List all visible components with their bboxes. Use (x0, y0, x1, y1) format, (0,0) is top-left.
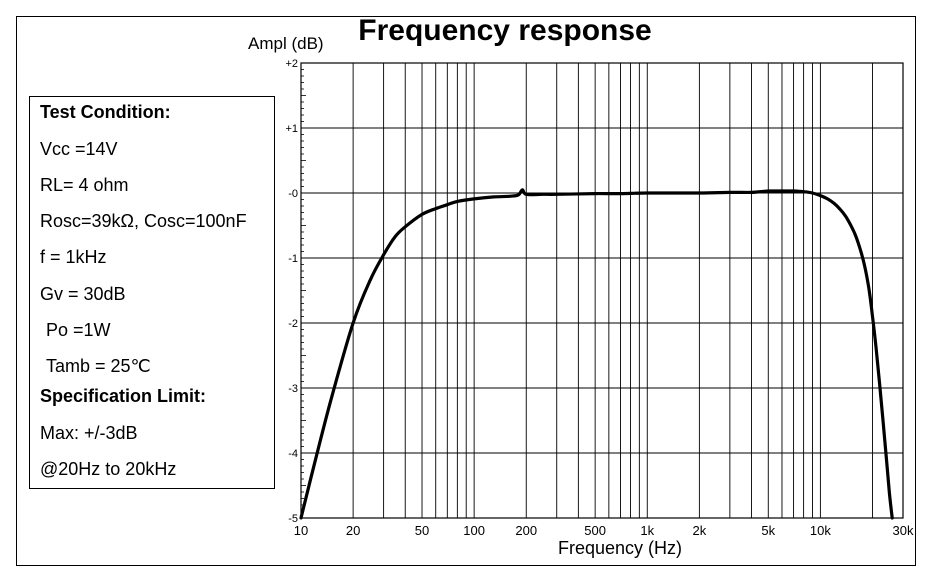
test-condition-box: Test Condition: Vcc =14V RL= 4 ohm Rosc=… (29, 96, 275, 489)
condition-rl: RL= 4 ohm (40, 175, 129, 195)
x-tick-label: 50 (415, 523, 429, 538)
x-tick-label: 200 (515, 523, 537, 538)
condition-frequency: f = 1kHz (40, 247, 107, 267)
x-tick-label: 100 (463, 523, 485, 538)
plot-area-border (300, 62, 904, 519)
y-tick-label: -0 (288, 188, 298, 200)
y-tick-label: -3 (288, 383, 298, 395)
x-axis-label: Frequency (Hz) (557, 538, 683, 558)
y-tick-label: -4 (288, 448, 298, 460)
limit-range: @20Hz to 20kHz (40, 459, 177, 479)
x-tick-label: 20 (346, 523, 360, 538)
condition-rosc: Rosc=39kΩ, Cosc=100nF (40, 211, 247, 231)
y-axis-label: Ampl (dB) (248, 34, 324, 53)
x-axis-ticks: 10 20 50 100 200 500 1k 2k 5k 10k 30k (294, 523, 914, 538)
x-tick-label: 5k (761, 523, 775, 538)
series-line (299, 188, 894, 520)
x-tick-label: 500 (584, 523, 606, 538)
y-tick-label: -2 (288, 318, 298, 330)
condition-temperature: Tamb = 25℃ (46, 356, 151, 376)
x-tick-label: 10k (810, 523, 831, 538)
test-condition-heading: Test Condition: (40, 102, 171, 122)
limit-max: Max: +/-3dB (40, 423, 138, 443)
chart-frame (16, 16, 916, 566)
condition-power: Po =1W (46, 320, 111, 340)
y-tick-label: +1 (285, 123, 298, 135)
y-tick-label: +2 (285, 58, 298, 70)
grid (301, 63, 903, 518)
specification-limit-heading: Specification Limit: (40, 386, 207, 406)
x-tick-label: 10 (294, 523, 308, 538)
y-tick-label: -1 (288, 253, 298, 265)
y-tick-label: -5 (288, 513, 298, 525)
x-tick-label: 30k (893, 523, 914, 538)
condition-vcc: Vcc =14V (40, 139, 118, 159)
y-axis-ticks: +2 +1 -0 -1 -2 -3 -4 -5 (285, 58, 308, 525)
condition-gain: Gv = 30dB (40, 284, 126, 304)
chart-title: Frequency response (358, 14, 652, 47)
x-tick-label: 2k (693, 523, 707, 538)
x-tick-label: 1k (640, 523, 654, 538)
